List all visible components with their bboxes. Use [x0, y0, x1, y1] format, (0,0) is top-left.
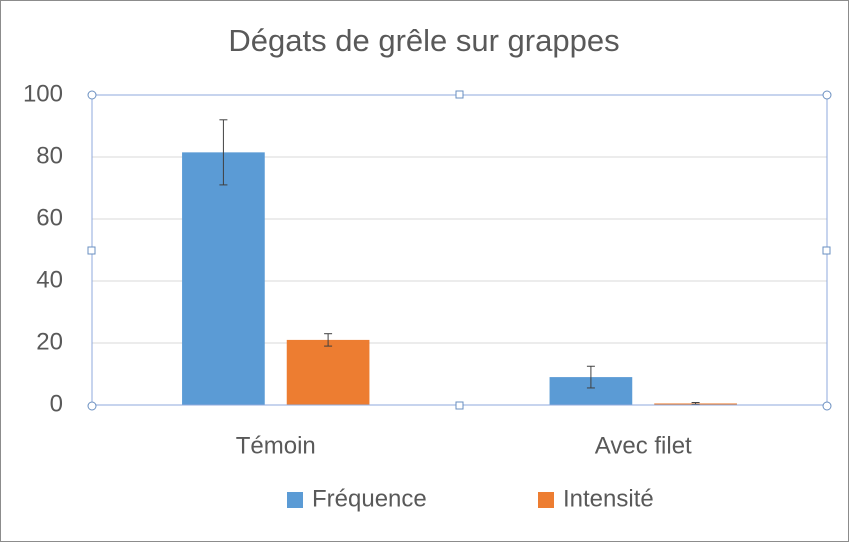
- bar: [286, 339, 370, 405]
- legend-swatch: [287, 492, 303, 508]
- error-bar: [219, 119, 228, 186]
- legend-label: Fréquence: [312, 485, 427, 512]
- y-tick-label: 80: [36, 142, 63, 169]
- handle[interactable]: [87, 401, 97, 411]
- y-tick-label: 0: [50, 390, 63, 417]
- handle[interactable]: [822, 401, 832, 411]
- error-bar: [586, 365, 595, 389]
- error-bar: [324, 333, 333, 347]
- error-bar: [691, 402, 700, 405]
- handle[interactable]: [455, 90, 464, 99]
- handle[interactable]: [87, 90, 97, 100]
- handle[interactable]: [455, 401, 464, 410]
- y-tick-label: 20: [36, 328, 63, 355]
- x-tick-label: Avec filet: [595, 432, 692, 459]
- handle[interactable]: [822, 90, 832, 100]
- bar: [182, 152, 265, 405]
- handle[interactable]: [87, 246, 96, 255]
- chart-title: Dégats de grêle sur grappes: [228, 23, 619, 58]
- y-tick-label: 100: [23, 80, 63, 107]
- legend-label: Intensité: [563, 485, 654, 512]
- handle[interactable]: [822, 246, 831, 255]
- y-tick-label: 40: [36, 266, 63, 293]
- legend-swatch: [538, 492, 554, 508]
- selection-handles: [87, 90, 832, 411]
- plot-area: 0 20 40 60 80 100 Témoin Avec filet Fréquence Int…: [23, 80, 827, 512]
- x-tick-label: Témoin: [236, 432, 316, 459]
- y-tick-label: 60: [36, 204, 63, 231]
